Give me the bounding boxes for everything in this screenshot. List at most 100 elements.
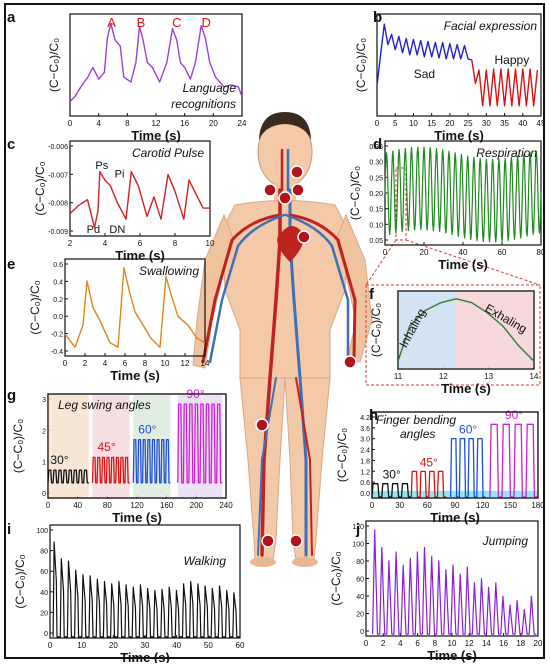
panel-j-xlabel: Time (s) [427, 648, 477, 663]
sensor-marker-neck-right [291, 183, 305, 197]
panel-i-xtick-label: 60 [236, 641, 245, 650]
panel-b-ylabel: (C−C₀)/C₀ [354, 38, 368, 92]
panel-h-ylabel: (C−C₀)/C₀ [335, 428, 349, 482]
panel-h-series-3 [489, 423, 538, 498]
panel-g-xtick-label: 240 [219, 501, 233, 510]
sensor-markers [255, 165, 357, 548]
panel-f-frame-overlay [397, 290, 535, 370]
panel-e-ytick-label: 0.6 [53, 262, 63, 269]
panel-g-angle-label: 45° [98, 440, 116, 454]
panel-i-xtick-label: 40 [172, 641, 181, 650]
panel-b-xtick-label: 10 [409, 119, 418, 128]
panel-j-xtick-label: 2 [381, 639, 386, 648]
panel-a-xtick-label: 24 [238, 119, 247, 128]
panel-d-ytick-label: 0.05 [369, 238, 383, 245]
panel-c-ytick-label: -0.008 [48, 201, 68, 208]
panel-d-xtick-label: 60 [498, 248, 507, 257]
panel-i-xtick-label: 10 [77, 641, 86, 650]
panel-f-series-line [397, 298, 535, 362]
panel-b-xtick-label: 5 [393, 119, 398, 128]
panel-i-series-line [52, 541, 240, 638]
panel-b-letter: b [373, 9, 382, 26]
panel-c-xtick-label: 8 [173, 239, 178, 248]
panel-b-xtick-label: 30 [482, 119, 491, 128]
panel-d-xtick-label: 20 [420, 248, 429, 257]
panel-i-xtick-label: 0 [48, 641, 53, 650]
panel-i-ytick-label: 80 [40, 549, 48, 556]
sensor-marker-neck-left [263, 183, 277, 197]
right-foot [292, 557, 318, 567]
panel-i-xtick-label: 30 [141, 641, 150, 650]
panel-c-xtick-label: 2 [68, 239, 73, 248]
panel-c-ytick-label: -0.006 [48, 144, 68, 151]
panel-f-xlabel: Time (s) [441, 381, 491, 396]
panel-e-xtick-label: 0 [63, 359, 68, 368]
panel-e-xtick-label: 4 [103, 359, 108, 368]
panel-j-ytick-label: 80 [356, 559, 364, 566]
zoom-source-box [395, 167, 407, 241]
panel-b-xtick-label: 25 [464, 119, 473, 128]
panel-e-ytick-label: -0.4 [51, 349, 63, 356]
panel-a-xtick-label: 20 [209, 119, 218, 128]
panel-a-xtick-label: 16 [180, 119, 189, 128]
panel-d-series-line [384, 146, 542, 243]
panel-h-ytick-label: 1.2 [360, 469, 370, 476]
zoom-line-right [405, 239, 541, 286]
panel-h-title-line2: angles [400, 427, 435, 441]
panel-g-ytick-label: 2 [42, 428, 46, 435]
panel-j-xtick-label: 0 [364, 639, 369, 648]
panel-j-title: Jumping [482, 534, 529, 548]
panel-g-xtick-label: 160 [160, 501, 174, 510]
panel-e-xlabel: Time (s) [110, 368, 160, 383]
panel-j-xtick-label: 4 [398, 639, 403, 648]
panel-j-ytick-label: 0 [360, 629, 364, 636]
panel-e-letter: e [7, 256, 15, 273]
panel-e-xtick-label: 6 [123, 359, 128, 368]
panel-g-xtick-label: 40 [73, 501, 82, 510]
panel-c-ytick-label: -0.009 [48, 229, 68, 236]
panel-h-ytick-label: 1.8 [360, 458, 370, 465]
panel-a-xtick-label: 8 [125, 119, 130, 128]
panel-g-letter: g [7, 387, 16, 404]
panel-c-xtick-label: 6 [138, 239, 143, 248]
panel-b-label-sad: Sad [414, 67, 435, 81]
panel-h-xtick-label: 90 [451, 501, 460, 510]
panel-f-ylabel: (C−C₀)/C₀ [369, 303, 383, 357]
panel-d-xtick-label: 0 [383, 248, 388, 257]
panel-h-frame-overlay [371, 411, 539, 499]
panel-a-peak-label: D [201, 15, 210, 30]
panel-d-letter: d [373, 136, 382, 153]
panel-i-ytick-label: 60 [40, 569, 48, 576]
panel-f-letter: f [369, 286, 375, 303]
panel-h-ytick-label: 0.0 [360, 491, 370, 498]
panel-b-series-happy [471, 59, 539, 107]
panel-h-angle-label: 30° [383, 468, 401, 482]
panel-d-xlabel: Time (s) [438, 257, 488, 272]
panel-d-xtick-label: 80 [537, 248, 546, 257]
panel-f-xtick-label: 13 [484, 372, 493, 381]
panel-j-ylabel: (C−C₀)/C₀ [329, 551, 343, 605]
panel-a-peak-label: B [137, 15, 146, 30]
panel-a-title-line2: recognitions [171, 97, 236, 111]
panel-h-xtick-label: 150 [504, 501, 518, 510]
panel-f-xtick-label: 14 [530, 372, 539, 381]
panel-d-xtick-label: 40 [459, 248, 468, 257]
panel-a-xtick-label: 0 [68, 119, 73, 128]
panel-c-ylabel: (C−C₀)/C₀ [33, 161, 47, 215]
panel-d-ylabel: (C−C₀)/C₀ [348, 166, 362, 220]
panel-j-letter: j [355, 521, 360, 538]
panel-b-xtick-label: 20 [445, 119, 454, 128]
panel-b: b 0 5 10 15 20 25 30 35 40 45 Time (s) (C−C₀)/C₀ Faci… [354, 9, 546, 143]
panel-j-ytick-label: 40 [356, 594, 364, 601]
panel-j-ytick-label: 100 [352, 542, 364, 549]
panel-b-xtick-label: 45 [537, 119, 546, 128]
panel-d-ytick-label: 0.30 [369, 160, 383, 167]
panel-g-frame-overlay [47, 393, 227, 499]
panel-i-ytick-label: 100 [36, 528, 48, 535]
panel-d-title: Respiration [476, 146, 537, 160]
panel-e-series-line [64, 267, 206, 348]
